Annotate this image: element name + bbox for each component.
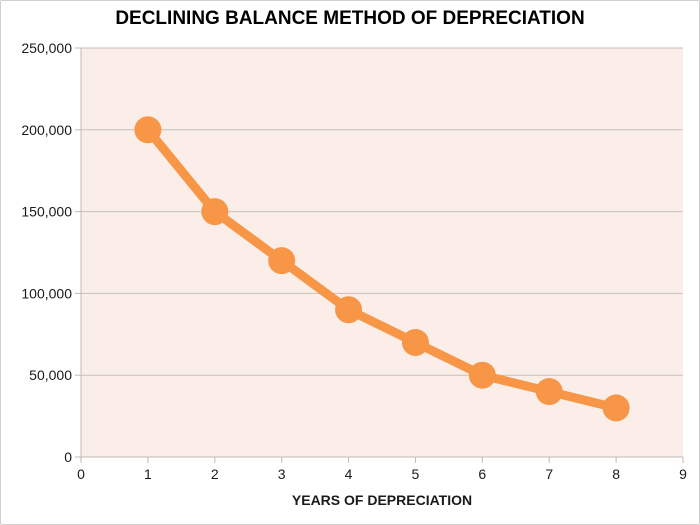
y-tick-label: 100,000 <box>21 285 72 301</box>
data-point-marker <box>535 378 563 406</box>
y-tick-label: 200,000 <box>21 122 72 138</box>
data-point-marker <box>335 296 363 324</box>
plot-background <box>81 48 683 457</box>
y-tick-label: 0 <box>64 449 72 465</box>
data-point-marker <box>201 198 229 226</box>
x-tick-label: 1 <box>144 466 152 482</box>
x-tick-label: 0 <box>77 466 85 482</box>
x-tick-label: 2 <box>211 466 219 482</box>
data-point-marker <box>268 247 296 275</box>
x-tick-label: 9 <box>679 466 687 482</box>
y-tick-label: 150,000 <box>21 204 72 220</box>
y-tick-label: 250,000 <box>21 40 72 56</box>
x-tick-label: 6 <box>478 466 486 482</box>
x-axis-title: YEARS OF DEPRECIATION <box>291 492 473 508</box>
data-point-marker <box>401 328 429 356</box>
data-point-marker <box>468 361 496 389</box>
x-tick-label: 8 <box>612 466 620 482</box>
data-point-marker <box>602 394 630 422</box>
data-point-marker <box>134 116 162 144</box>
x-tick-label: 7 <box>545 466 553 482</box>
y-tick-label: 50,000 <box>29 367 72 383</box>
x-tick-label: 3 <box>278 466 286 482</box>
chart-title: DECLINING BALANCE METHOD OF DEPRECIATION <box>115 8 585 29</box>
x-tick-label: 4 <box>345 466 353 482</box>
x-tick-label: 5 <box>412 466 420 482</box>
